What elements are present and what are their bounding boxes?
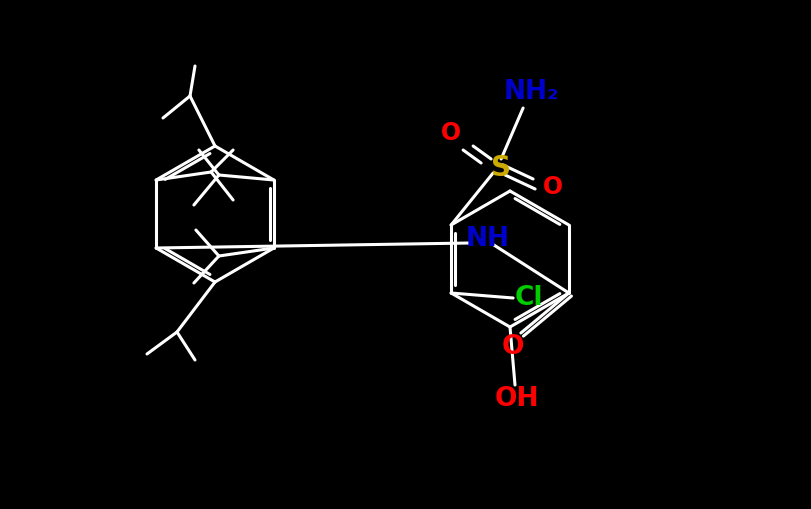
Text: O: O [501,334,523,360]
Text: O: O [543,175,563,199]
Text: O: O [440,121,461,145]
Text: NH₂: NH₂ [503,79,558,105]
Text: NH: NH [466,226,509,252]
Text: Cl: Cl [514,285,543,311]
Text: S: S [491,154,510,182]
Text: OH: OH [494,386,539,412]
